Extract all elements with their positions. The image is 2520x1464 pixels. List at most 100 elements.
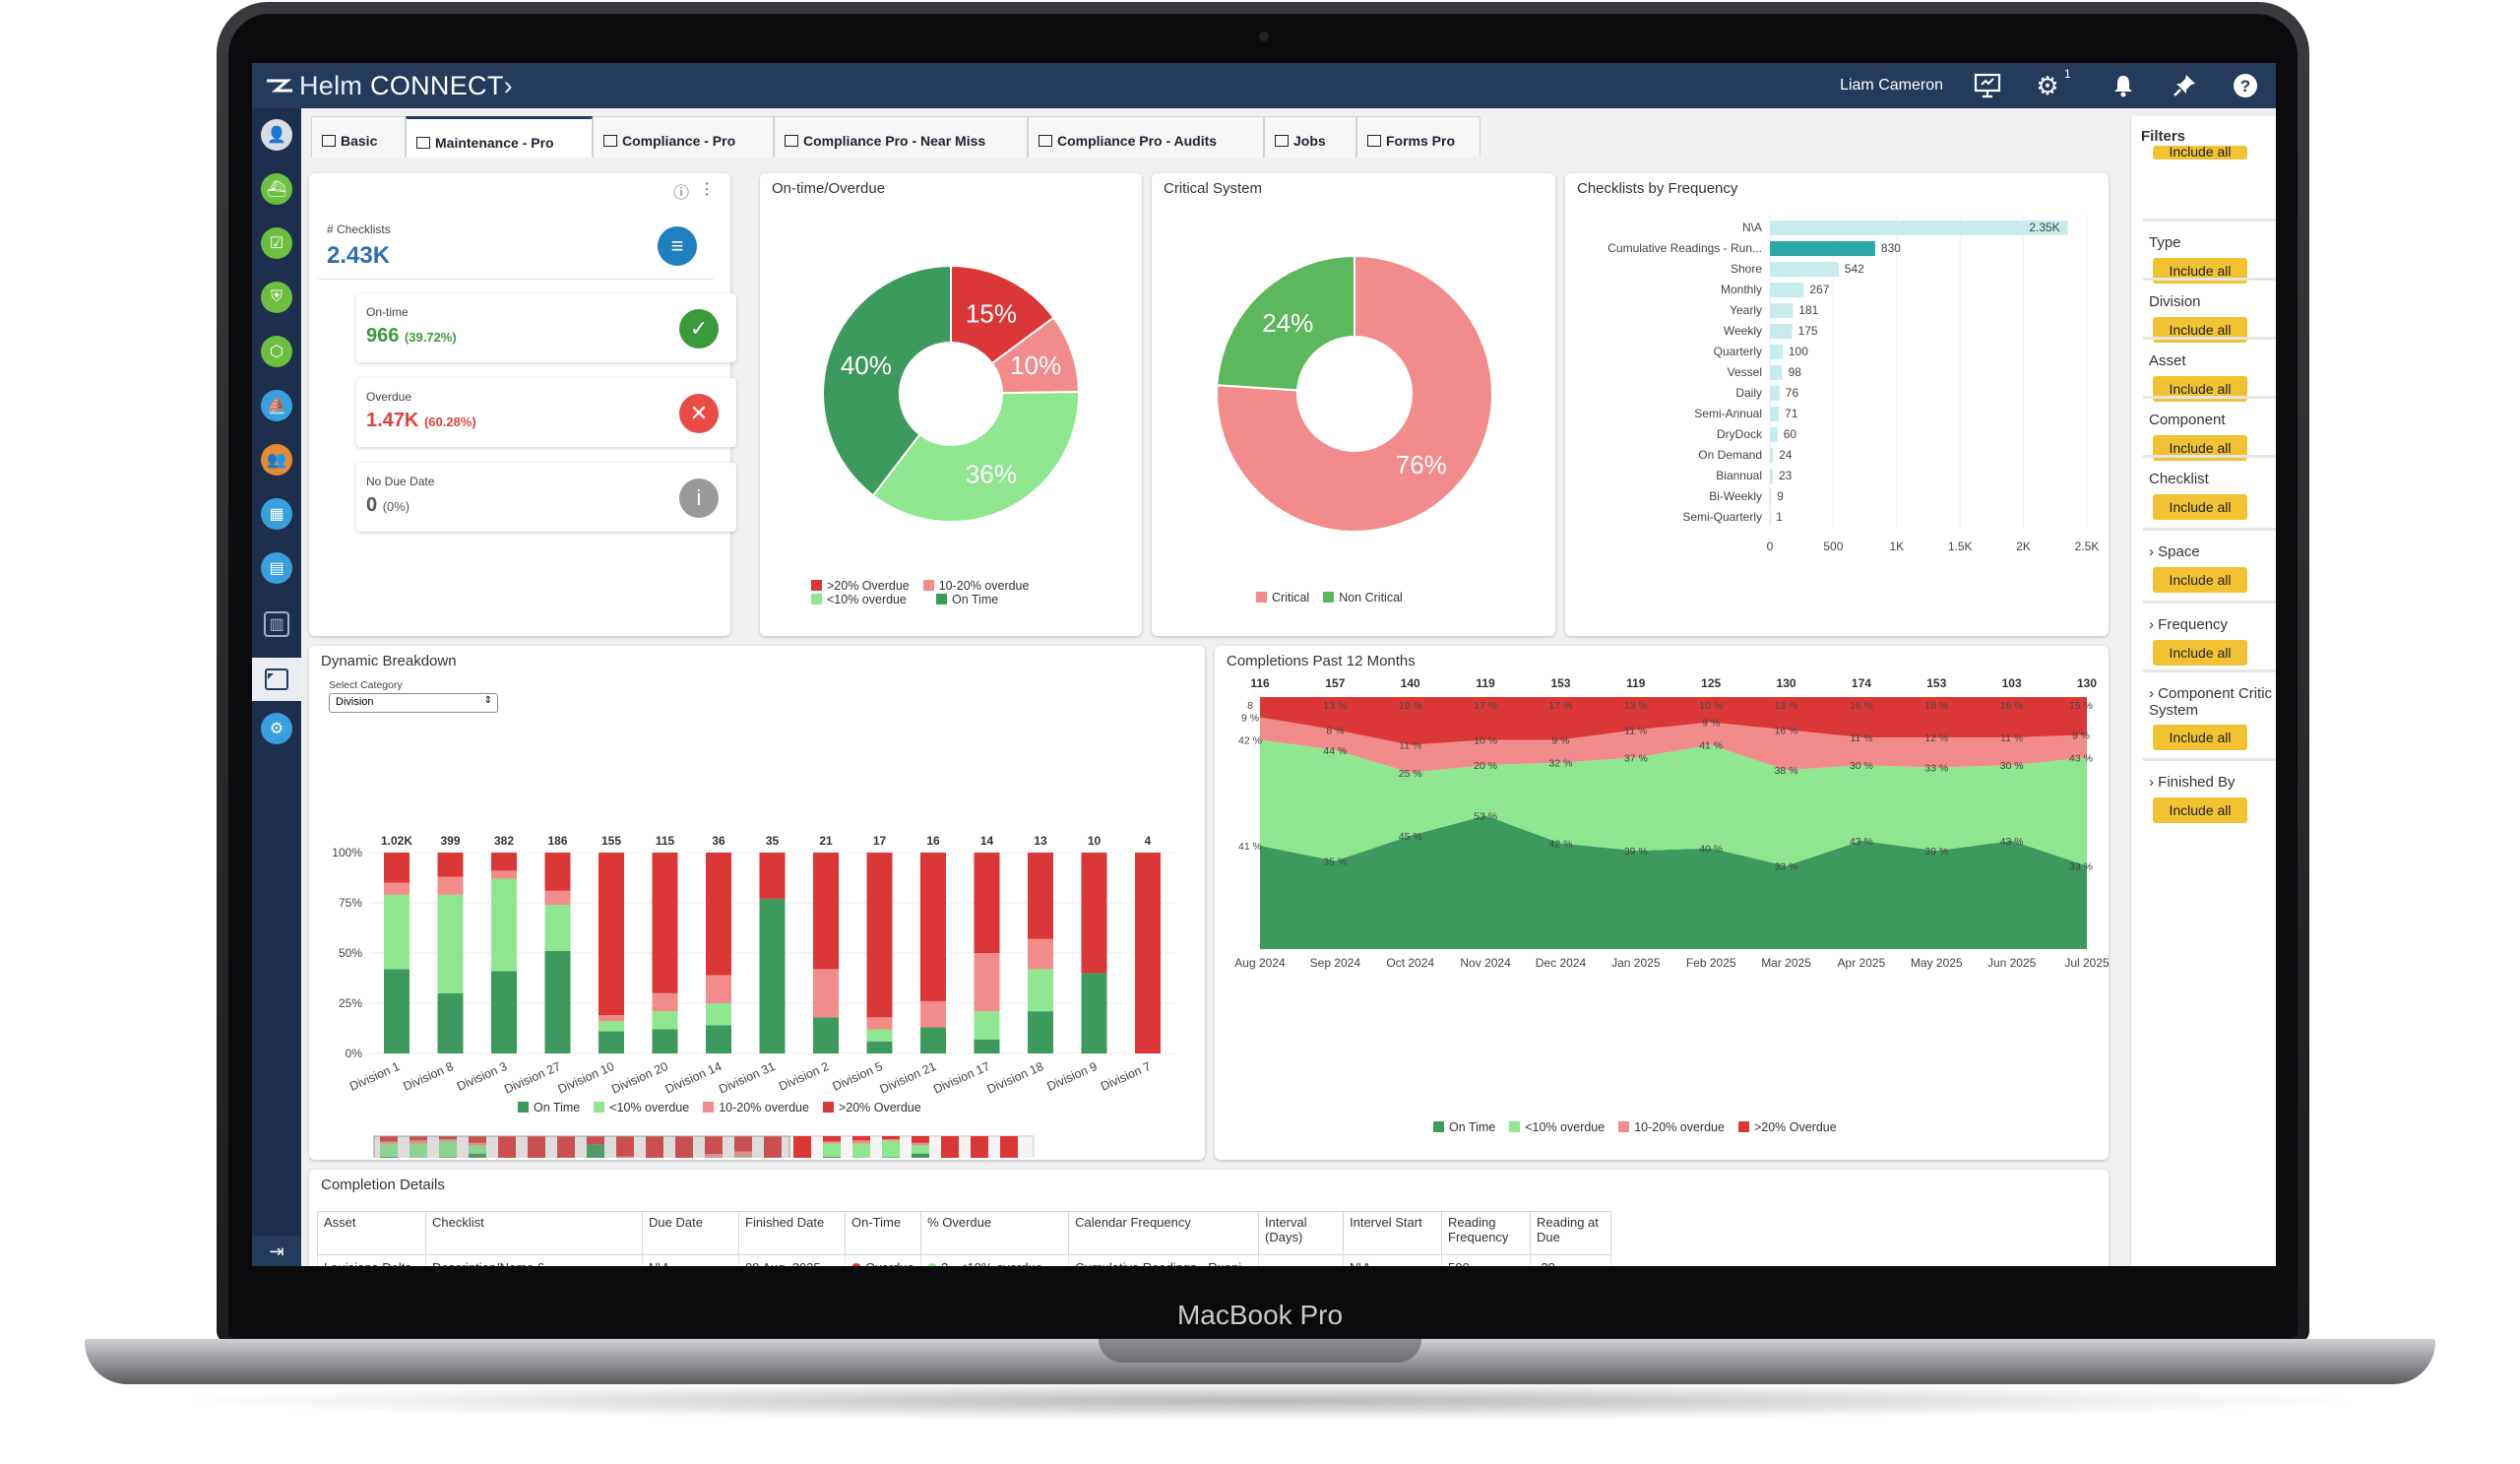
report-icon[interactable]: ▤ — [261, 552, 292, 584]
pin-icon[interactable] — [2168, 69, 2201, 102]
column-header[interactable]: Interval (Days) — [1258, 1211, 1344, 1255]
navigator-bar — [410, 1143, 427, 1158]
cell-text: Cumulative Readings - Runni... — [1075, 1260, 1252, 1267]
navigator-bar — [912, 1153, 929, 1158]
navigator-bar — [646, 1136, 663, 1158]
gear-icon[interactable]: ⚙ — [2036, 70, 2059, 100]
column-header[interactable]: Reading Frequency — [1441, 1211, 1531, 1255]
user-name[interactable]: Liam Cameron — [1840, 77, 1943, 94]
table-cell: 09 Aug, 2025 — [738, 1254, 846, 1266]
document-chart-icon[interactable]: ▥ — [264, 611, 289, 637]
column-header[interactable]: Asset — [317, 1211, 426, 1255]
settings-cog-icon[interactable]: ⚙ — [261, 713, 292, 744]
button-label: Include all — [2169, 499, 2232, 515]
point-label: 15 % — [2069, 700, 2093, 712]
point-label: 9 % — [1702, 718, 1720, 730]
data-label: 2.35K — [2029, 221, 2059, 234]
shield-icon[interactable]: ⛨ — [261, 282, 292, 313]
info-icon[interactable]: ⓘ — [672, 185, 689, 202]
user-icon[interactable]: 👤 — [261, 119, 292, 151]
include-all-button[interactable]: Include all — [2153, 797, 2247, 823]
total-label: 119 — [1476, 676, 1495, 690]
y-tick-label: Shore — [1731, 262, 1762, 276]
column-header[interactable]: Checklist — [425, 1211, 643, 1255]
include-all-button[interactable]: Include all — [2153, 567, 2247, 593]
include-all-button[interactable]: Include all — [2153, 494, 2247, 520]
include-all-button[interactable]: Include all — [2153, 258, 2247, 284]
column-header[interactable]: Reading at Due — [1530, 1211, 1611, 1255]
help-icon[interactable]: ? — [2229, 69, 2262, 102]
tab-jobs[interactable]: Jobs — [1264, 116, 1356, 158]
column-header[interactable]: % Overdue — [920, 1211, 1070, 1255]
slice-label: 10% — [1010, 350, 1061, 380]
navigator-bar — [912, 1136, 929, 1143]
total-label: 130 — [2077, 676, 2097, 690]
tab-basic[interactable]: Basic — [311, 116, 406, 158]
filter-section-label[interactable]: › Frequency — [2149, 616, 2229, 633]
filter-section-label[interactable]: Division — [2149, 293, 2201, 310]
filter-section-label[interactable]: Type — [2149, 234, 2181, 251]
include-all-button[interactable]: Include all — [2153, 640, 2247, 666]
column-header[interactable]: Finished Date — [738, 1211, 846, 1255]
filter-section-label[interactable]: Component — [2149, 412, 2226, 428]
ontime-overdue-chart: 15% 10% 36% 40% — [822, 264, 1080, 523]
navigator-bar — [823, 1143, 841, 1157]
table-cell: N\A — [642, 1254, 739, 1267]
point-label: 11 % — [1624, 725, 1647, 736]
bar — [1770, 407, 1780, 421]
legend-swatch — [1323, 592, 1335, 603]
total-label: 174 — [1852, 676, 1871, 690]
include-all-button[interactable]: Include all — [2153, 725, 2247, 750]
collapse-sidebar-icon[interactable]: ⇥ — [252, 1237, 301, 1266]
box-icon[interactable]: ⬡ — [261, 336, 292, 367]
tab-maintenance-pro[interactable]: Maintenance - Pro — [406, 116, 593, 158]
category-select[interactable]: Division ⇕ — [329, 693, 498, 713]
column-header[interactable]: On-Time — [844, 1211, 922, 1255]
filter-section-label[interactable]: Checklist — [2149, 471, 2209, 487]
navigator-bar — [882, 1139, 900, 1141]
bell-icon[interactable] — [2107, 69, 2140, 102]
filter-section-label[interactable]: › Finished By — [2149, 774, 2236, 791]
more-options-icon[interactable]: ⋮ — [699, 181, 715, 198]
column-header[interactable]: Intervel Start — [1343, 1211, 1442, 1255]
active-nav-item[interactable] — [252, 658, 301, 701]
tab-dashboard-icon — [322, 135, 336, 147]
filter-divider — [2143, 669, 2276, 672]
table-title: Completion Details — [321, 1177, 445, 1193]
table-cell: -28 — [1530, 1254, 1611, 1266]
filter-section-label[interactable]: Asset — [2149, 352, 2186, 369]
tab-compliance-pro-near-miss[interactable]: Compliance Pro - Near Miss — [774, 116, 1028, 158]
area-series — [1260, 717, 2087, 773]
bar — [1770, 365, 1783, 380]
filter-section-label[interactable]: › Component Critic System — [2149, 685, 2273, 719]
column-header[interactable]: Due Date — [642, 1211, 739, 1255]
column-header[interactable]: Calendar Frequency — [1068, 1211, 1259, 1255]
button-label: Include all — [2169, 440, 2232, 456]
cell-text: N\A — [649, 1260, 670, 1267]
apps-icon[interactable]: ▦ — [261, 498, 292, 530]
filter-section-label[interactable]: › Space — [2149, 543, 2200, 560]
include-all-button[interactable]: Include all — [2153, 146, 2247, 159]
people-icon[interactable]: 👥 — [261, 444, 292, 476]
navigator-bar — [852, 1140, 870, 1144]
pie-slice — [822, 264, 952, 497]
monitor-icon[interactable] — [1971, 69, 2004, 102]
table-row[interactable]: Louisiana Delta Description/Name 6 N\A 09 A… — [317, 1254, 1611, 1267]
point-label: 8 % — [1326, 725, 1344, 736]
bar-segment — [1028, 853, 1053, 939]
legend-item: >20% Overdue — [827, 579, 910, 593]
tab-forms-pro[interactable]: Forms Pro — [1356, 116, 1480, 158]
point-label: 19 % — [1399, 700, 1422, 712]
info-circle-icon: i — [679, 478, 719, 518]
tab-dashboard-icon — [1275, 135, 1289, 147]
ship-icon[interactable]: ⛴ — [261, 173, 292, 205]
legend-item: 10-20% overdue — [719, 1101, 809, 1114]
vessel-icon[interactable]: ⛵ — [261, 390, 292, 421]
data-label: 60 — [1784, 427, 1797, 441]
app-logo[interactable]: Helm CONNECT› — [266, 71, 513, 101]
legend-item: On Time — [1449, 1120, 1496, 1134]
tab-compliance-pro[interactable]: Compliance - Pro — [593, 116, 774, 158]
checklist-icon[interactable]: ☑ — [261, 227, 292, 259]
tab-compliance-pro-audits[interactable]: Compliance Pro - Audits — [1028, 116, 1264, 158]
bar — [1770, 283, 1804, 297]
